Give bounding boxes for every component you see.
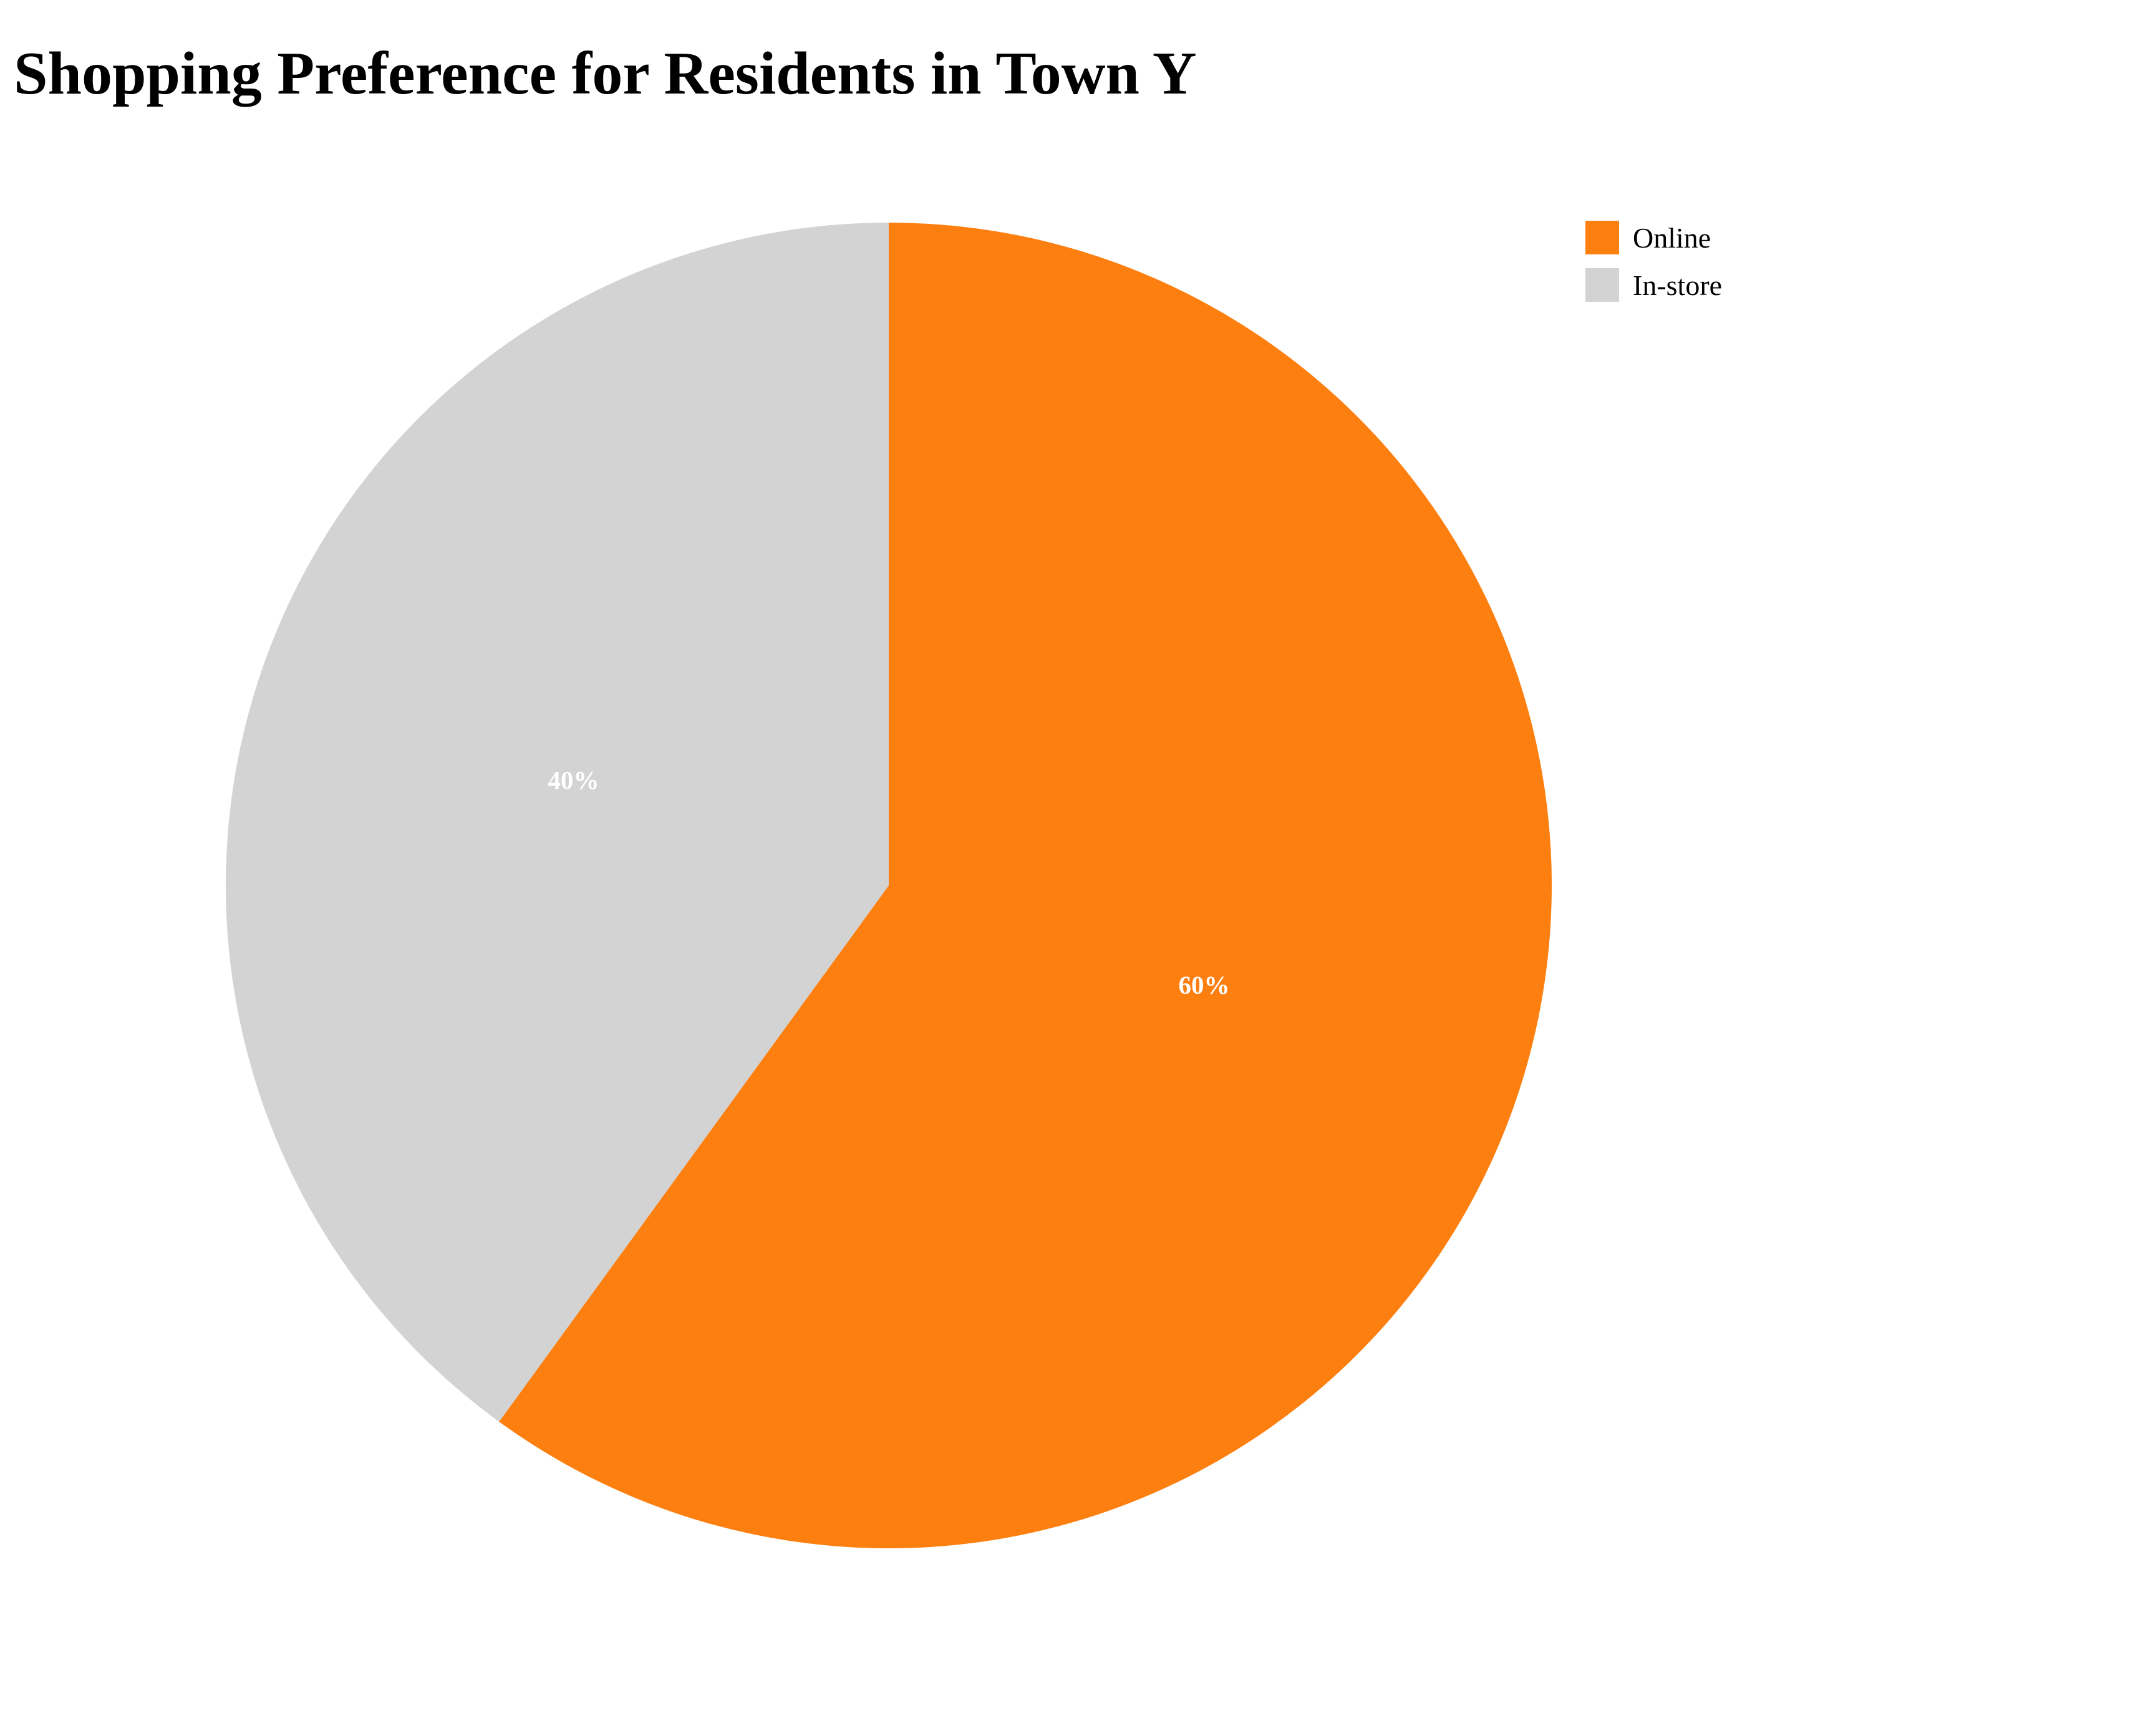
legend-swatch-online — [1585, 221, 1619, 254]
legend-swatch-in-store — [1585, 268, 1619, 302]
legend-label-in-store: In-store — [1633, 269, 1723, 301]
legend: Online In-store — [1585, 219, 1722, 314]
legend-label-online: Online — [1633, 221, 1711, 254]
data-label-in-store: 40% — [548, 766, 599, 794]
legend-item-in-store: In-store — [1585, 267, 1722, 303]
legend-item-online: Online — [1585, 219, 1722, 256]
pie-slices — [225, 222, 1552, 1548]
pie-data-labels: 60% 40% — [548, 766, 1230, 999]
data-label-online: 60% — [1178, 971, 1229, 1000]
pie-slice-online — [499, 223, 1552, 1548]
pie-slice-in-store — [225, 222, 889, 1422]
chart-title: Shopping Preference for Residents in Tow… — [14, 40, 1197, 107]
